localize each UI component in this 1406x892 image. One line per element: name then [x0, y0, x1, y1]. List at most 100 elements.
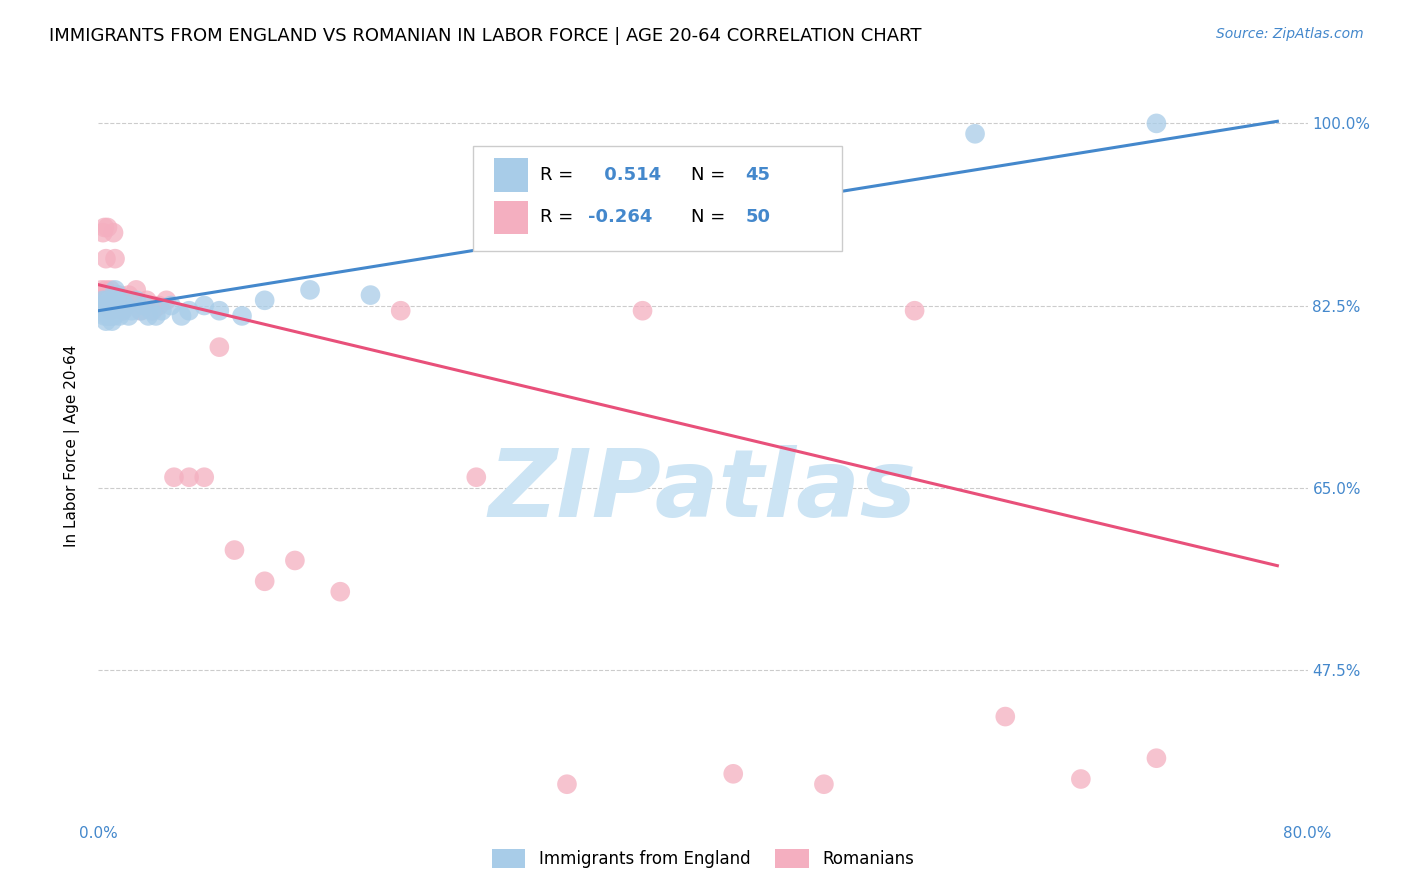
Point	[110, 293, 132, 308]
Text: R =: R =	[540, 209, 579, 227]
Point	[329, 584, 352, 599]
Point	[129, 303, 152, 318]
Point	[108, 288, 131, 302]
Point	[111, 303, 134, 318]
Point	[114, 299, 136, 313]
Point	[155, 293, 177, 308]
Point	[284, 553, 307, 567]
Point	[94, 252, 117, 266]
Point	[118, 288, 141, 302]
Point	[101, 303, 124, 318]
Point	[132, 299, 155, 313]
Text: 45: 45	[745, 166, 770, 184]
Point	[160, 299, 183, 313]
Point	[125, 293, 148, 308]
Point	[100, 283, 122, 297]
Point	[107, 303, 129, 318]
Point	[1070, 772, 1092, 786]
Point	[91, 303, 114, 318]
Point	[142, 303, 165, 318]
Point	[193, 470, 215, 484]
Point	[93, 309, 115, 323]
Point	[111, 303, 134, 318]
Point	[94, 293, 117, 308]
Text: 0.514: 0.514	[598, 166, 661, 184]
Point	[208, 340, 231, 354]
FancyBboxPatch shape	[494, 158, 527, 192]
Text: 50: 50	[745, 209, 770, 227]
Point	[141, 303, 163, 318]
Point	[179, 303, 201, 318]
Point	[1144, 116, 1167, 130]
Point	[101, 293, 124, 308]
Point	[125, 283, 148, 297]
Point	[98, 303, 121, 318]
Y-axis label: In Labor Force | Age 20-64: In Labor Force | Age 20-64	[63, 345, 80, 547]
Point	[108, 309, 131, 323]
Point	[723, 767, 745, 781]
Point	[163, 470, 186, 484]
Point	[555, 777, 578, 791]
Point	[253, 293, 276, 308]
Text: IMMIGRANTS FROM ENGLAND VS ROMANIAN IN LABOR FORCE | AGE 20-64 CORRELATION CHART: IMMIGRANTS FROM ENGLAND VS ROMANIAN IN L…	[49, 27, 922, 45]
Point	[103, 299, 125, 313]
Point	[94, 314, 117, 328]
Point	[93, 299, 115, 313]
Point	[103, 309, 125, 323]
Point	[1144, 751, 1167, 765]
Point	[96, 220, 118, 235]
FancyBboxPatch shape	[494, 201, 527, 235]
Point	[193, 299, 215, 313]
Point	[90, 303, 112, 318]
Point	[121, 303, 143, 318]
Point	[145, 309, 167, 323]
Point	[389, 303, 412, 318]
Point	[465, 470, 488, 484]
Point	[135, 293, 157, 308]
Point	[93, 293, 115, 308]
Point	[105, 288, 128, 302]
Point	[101, 314, 124, 328]
Point	[136, 309, 159, 323]
Point	[253, 574, 276, 589]
Point	[98, 293, 121, 308]
Text: -0.264: -0.264	[588, 209, 652, 227]
Point	[104, 283, 127, 297]
Point	[103, 226, 125, 240]
Point	[224, 543, 246, 558]
Point	[94, 283, 117, 297]
FancyBboxPatch shape	[474, 146, 842, 252]
Point	[360, 288, 382, 302]
Point	[103, 299, 125, 313]
Text: Source: ZipAtlas.com: Source: ZipAtlas.com	[1216, 27, 1364, 41]
Point	[90, 283, 112, 297]
Point	[93, 220, 115, 235]
Text: ZIPatlas: ZIPatlas	[489, 445, 917, 537]
Point	[208, 303, 231, 318]
Point	[107, 299, 129, 313]
Point	[96, 293, 118, 308]
Point	[91, 293, 114, 308]
Point	[121, 293, 143, 308]
Point	[179, 470, 201, 484]
Point	[100, 299, 122, 313]
Point	[105, 293, 128, 308]
Point	[96, 303, 118, 318]
Point	[299, 283, 322, 297]
Point	[104, 252, 127, 266]
Point	[904, 303, 927, 318]
Point	[90, 288, 112, 302]
Point	[994, 709, 1017, 723]
Point	[110, 293, 132, 308]
Point	[150, 303, 173, 318]
Point	[91, 226, 114, 240]
Point	[96, 309, 118, 323]
Point	[118, 309, 141, 323]
Point	[114, 293, 136, 308]
Text: N =: N =	[690, 166, 731, 184]
Point	[89, 299, 111, 313]
Legend: Immigrants from England, Romanians: Immigrants from England, Romanians	[485, 842, 921, 875]
Point	[170, 309, 193, 323]
Point	[89, 293, 111, 308]
Text: N =: N =	[690, 209, 731, 227]
